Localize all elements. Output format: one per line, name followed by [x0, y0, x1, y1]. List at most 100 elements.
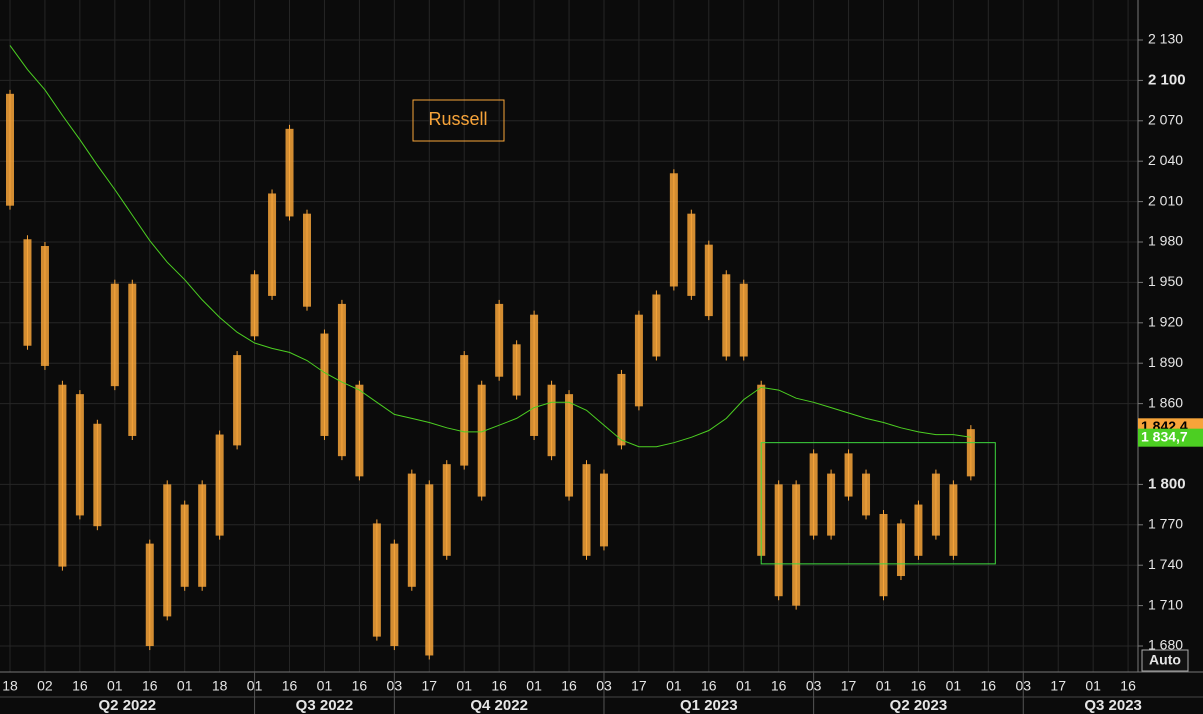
range-bar: [198, 484, 207, 587]
range-bar: [634, 314, 643, 407]
y-tick-label: 2 100: [1148, 71, 1186, 88]
x-tick-label: 17: [421, 678, 437, 694]
x-tick-label: 01: [526, 678, 542, 694]
range-bar: [58, 384, 67, 567]
x-tick-label: 16: [911, 678, 927, 694]
range-bar: [460, 355, 469, 466]
range-bar: [704, 244, 713, 317]
range-bar: [774, 484, 783, 597]
range-bar: [599, 473, 608, 547]
x-tick-label: 02: [37, 678, 53, 694]
auto-button-label[interactable]: Auto: [1149, 652, 1181, 668]
x-tick-label: 17: [631, 678, 647, 694]
x-tick-label: 16: [72, 678, 88, 694]
y-tick-label: 2 040: [1148, 152, 1183, 168]
quarter-label: Q1 2023: [680, 697, 738, 714]
y-tick-label: 2 010: [1148, 192, 1183, 208]
range-bar: [40, 246, 49, 366]
x-tick-label: 01: [317, 678, 333, 694]
quarter-label: Q4 2022: [470, 697, 528, 714]
price-tag-label: 1 834,7: [1141, 428, 1188, 444]
range-bar: [949, 484, 958, 556]
range-bar: [320, 333, 329, 436]
x-tick-label: 16: [352, 678, 368, 694]
x-tick-label: 16: [142, 678, 158, 694]
range-bar: [809, 453, 818, 536]
range-bar: [6, 93, 14, 206]
x-tick-label: 01: [107, 678, 123, 694]
y-tick-label: 2 130: [1148, 31, 1183, 47]
y-tick-label: 1 950: [1148, 273, 1183, 289]
x-tick-label: 16: [701, 678, 717, 694]
range-bar: [145, 543, 154, 647]
x-tick-label: 18: [2, 678, 18, 694]
range-bar: [739, 283, 748, 357]
range-bar: [827, 473, 836, 536]
y-tick-label: 1 890: [1148, 354, 1183, 370]
range-bar: [442, 464, 451, 556]
x-tick-label: 01: [666, 678, 682, 694]
quarter-label: Q2 2022: [99, 697, 157, 714]
range-bar: [215, 434, 224, 536]
range-bar: [75, 394, 84, 516]
range-box: [760, 442, 996, 565]
range-bar: [669, 173, 678, 287]
range-bar: [372, 523, 381, 637]
range-bar: [23, 239, 32, 346]
range-bar: [477, 384, 486, 497]
range-bar: [495, 303, 504, 377]
annotation: Russell: [428, 109, 487, 129]
range-bar: [862, 473, 871, 516]
range-bar: [547, 384, 556, 457]
range-bar: [390, 543, 399, 647]
range-bar: [337, 303, 346, 457]
moving-average: [9, 45, 971, 448]
quarter-label: Q3 2023: [1084, 697, 1142, 714]
auto-button[interactable]: [1141, 649, 1189, 672]
range-bar: [879, 513, 888, 597]
range-bar: [425, 484, 434, 656]
y-tick-label: 1 770: [1148, 516, 1183, 532]
range-bar: [896, 523, 905, 577]
range-bar: [93, 423, 102, 527]
x-tick-label: 01: [1085, 678, 1101, 694]
range-bar: [285, 128, 294, 217]
range-bar: [163, 484, 172, 617]
x-tick-label: 16: [491, 678, 507, 694]
range-bar: [652, 294, 661, 357]
range-bar: [128, 283, 137, 436]
x-tick-label: 16: [771, 678, 787, 694]
x-tick-label: 16: [981, 678, 997, 694]
range-bar: [687, 213, 696, 296]
range-bar: [617, 373, 626, 446]
price-tag: [1138, 428, 1203, 447]
range-bar: [792, 484, 801, 606]
x-tick-label: 18: [212, 678, 228, 694]
range-bar: [582, 464, 591, 556]
range-bar: [530, 314, 539, 436]
x-tick-label: 16: [282, 678, 298, 694]
range-bar: [233, 355, 242, 446]
x-tick-label: 01: [456, 678, 472, 694]
x-tick-label: 01: [177, 678, 193, 694]
y-tick-label: 1 680: [1148, 637, 1183, 653]
x-tick-label: 16: [1120, 678, 1136, 694]
range-bar: [914, 504, 923, 556]
range-bar: [512, 344, 521, 396]
x-tick-label: 16: [561, 678, 577, 694]
x-tick-label: 01: [736, 678, 752, 694]
quarter-label: Q2 2023: [890, 697, 948, 714]
range-bar: [722, 274, 731, 357]
y-tick-label: 1 980: [1148, 233, 1183, 249]
range-bar: [180, 504, 189, 587]
range-bar: [931, 473, 940, 536]
annotation-box: [412, 99, 505, 142]
y-tick-label: 1 740: [1148, 556, 1183, 572]
range-bar: [268, 193, 277, 296]
range-bar: [302, 213, 311, 307]
x-tick-label: 17: [1050, 678, 1066, 694]
y-tick-label: 1 800: [1148, 475, 1186, 492]
range-bar: [844, 453, 853, 497]
